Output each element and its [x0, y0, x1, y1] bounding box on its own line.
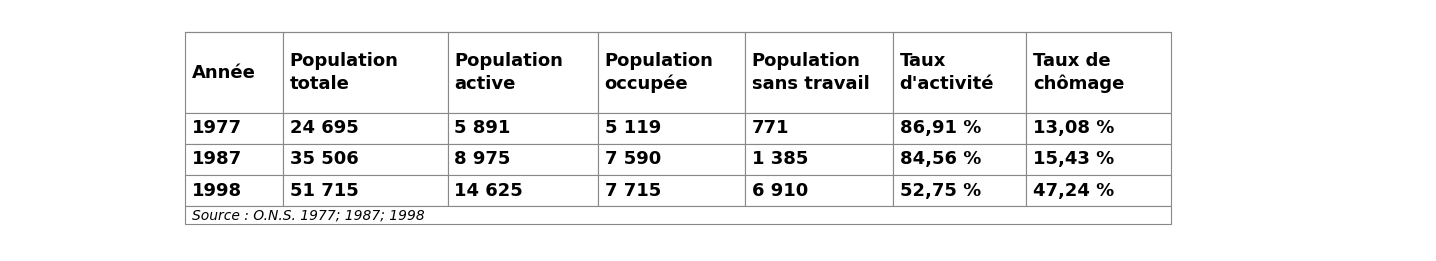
Bar: [185, 113, 283, 144]
Bar: [745, 113, 893, 144]
Text: Population
active: Population active: [454, 52, 563, 93]
Bar: [185, 175, 283, 206]
Bar: [448, 32, 597, 113]
Bar: [448, 144, 597, 175]
Bar: [597, 144, 745, 175]
Bar: [1027, 32, 1172, 113]
Text: 47,24 %: 47,24 %: [1032, 182, 1114, 200]
Bar: [893, 144, 1027, 175]
Text: Taux de
chômage: Taux de chômage: [1032, 52, 1124, 93]
Text: 51 715: 51 715: [290, 182, 359, 200]
Text: 15,43 %: 15,43 %: [1032, 150, 1114, 168]
Text: 14 625: 14 625: [454, 182, 523, 200]
Text: 6 910: 6 910: [751, 182, 808, 200]
Bar: [893, 113, 1027, 144]
Text: 13,08 %: 13,08 %: [1032, 119, 1114, 137]
Bar: [745, 144, 893, 175]
Bar: [185, 206, 1172, 224]
Text: 35 506: 35 506: [290, 150, 359, 168]
Bar: [283, 175, 448, 206]
Text: 1 385: 1 385: [751, 150, 808, 168]
Text: 52,75 %: 52,75 %: [899, 182, 981, 200]
Bar: [185, 144, 283, 175]
Text: 5 119: 5 119: [605, 119, 661, 137]
Text: 771: 771: [751, 119, 788, 137]
Text: Année: Année: [192, 63, 256, 81]
Bar: [597, 175, 745, 206]
Bar: [893, 32, 1027, 113]
Text: 84,56 %: 84,56 %: [899, 150, 981, 168]
Bar: [283, 32, 448, 113]
Bar: [1027, 113, 1172, 144]
Text: 7 715: 7 715: [605, 182, 661, 200]
Bar: [1027, 144, 1172, 175]
Text: 1998: 1998: [192, 182, 241, 200]
Text: Population
sans travail: Population sans travail: [751, 52, 869, 93]
Bar: [745, 175, 893, 206]
Bar: [448, 113, 597, 144]
Text: 86,91 %: 86,91 %: [899, 119, 981, 137]
Bar: [283, 144, 448, 175]
Bar: [185, 32, 283, 113]
Bar: [597, 32, 745, 113]
Text: Population
totale: Population totale: [290, 52, 399, 93]
Text: Population
occupée: Population occupée: [605, 52, 714, 93]
Bar: [893, 175, 1027, 206]
Bar: [745, 32, 893, 113]
Text: Taux
d'activité: Taux d'activité: [899, 52, 994, 93]
Text: 8 975: 8 975: [454, 150, 511, 168]
Text: 7 590: 7 590: [605, 150, 661, 168]
Text: 24 695: 24 695: [290, 119, 359, 137]
Bar: [597, 113, 745, 144]
Text: 1977: 1977: [192, 119, 241, 137]
Text: 1987: 1987: [192, 150, 241, 168]
Bar: [1027, 175, 1172, 206]
Text: Source : O.N.S. 1977; 1987; 1998: Source : O.N.S. 1977; 1987; 1998: [192, 208, 425, 222]
Bar: [448, 175, 597, 206]
Text: 5 891: 5 891: [454, 119, 511, 137]
Bar: [283, 113, 448, 144]
